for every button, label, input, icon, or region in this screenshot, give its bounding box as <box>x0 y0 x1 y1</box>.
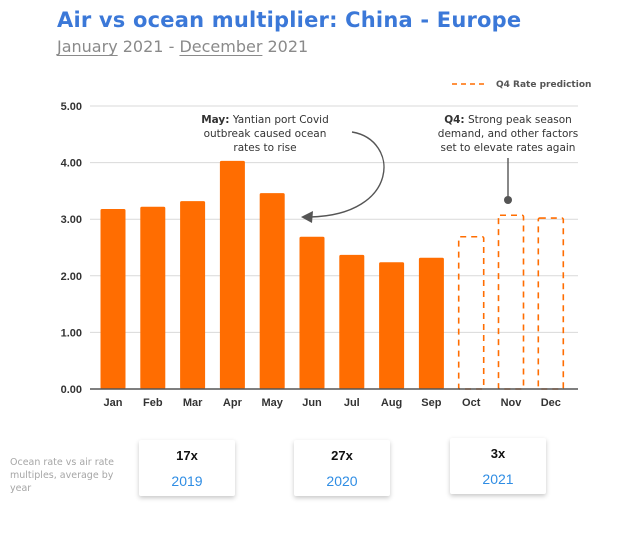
chart-subtitle: January 2021 - December 2021 <box>57 37 308 56</box>
subtitle-separator: - <box>168 37 175 56</box>
bar-jan <box>100 209 126 389</box>
annotation-q4-line3: set to elevate rates again <box>441 142 576 154</box>
y-tick-label: 2.00 <box>61 271 82 283</box>
bar-jul <box>339 254 365 389</box>
subtitle-start-month: January <box>57 37 118 56</box>
summary-card-2021: 3x 2021 <box>450 438 546 494</box>
card-multiple: 27x <box>331 448 353 463</box>
gridlines <box>90 105 578 333</box>
x-tick-label: Feb <box>143 397 163 409</box>
bars <box>100 160 565 390</box>
annotation-may-line1: May: Yantian port Covid <box>201 114 329 126</box>
annotation-may-text1: Yantian port Covid <box>232 114 329 126</box>
x-tick-label: Dec <box>541 397 561 409</box>
annotation-may-line3: rates to rise <box>233 142 296 154</box>
y-tick-label: 3.00 <box>61 214 82 226</box>
card-year: 2019 <box>171 473 203 489</box>
bar-predicted-dec <box>537 217 565 390</box>
summary-card-2020: 27x 2020 <box>294 440 390 496</box>
bar-sep <box>418 257 444 389</box>
x-tick-label: Aug <box>381 397 402 409</box>
x-tick-label: Jun <box>302 397 322 409</box>
subtitle-end-month: December <box>179 37 263 56</box>
card-multiple: 3x <box>490 446 506 461</box>
bar-may <box>259 193 285 389</box>
bar-predicted-oct <box>457 235 485 390</box>
card-year: 2021 <box>482 471 514 487</box>
annotation-q4: Q4: Strong peak season demand, and other… <box>438 114 578 204</box>
summary-note: Ocean rate vs air rate multiples, averag… <box>10 457 114 494</box>
x-tick-label: Jan <box>104 397 123 409</box>
annotation-q4-text1: Strong peak season <box>468 114 572 126</box>
x-tick-label: Nov <box>501 397 523 409</box>
bar-aug <box>379 262 405 389</box>
y-axis-ticks: 0.00 1.00 2.00 3.00 4.00 5.00 <box>61 101 82 396</box>
legend: Q4 Rate prediction <box>452 80 591 90</box>
summary-card-2019: 17x 2019 <box>139 440 235 496</box>
x-tick-label: Mar <box>183 397 203 409</box>
annotation-may: May: Yantian port Covid outbreak caused … <box>201 114 385 223</box>
arrowhead-icon <box>301 211 313 223</box>
card-year: 2020 <box>326 473 358 489</box>
bar-predicted-nov <box>497 214 525 390</box>
bar-jun <box>299 236 325 389</box>
y-tick-label: 0.00 <box>61 384 82 396</box>
annotation-q4-bold: Q4: <box>444 114 464 126</box>
card-multiple: 17x <box>176 448 198 463</box>
annotation-may-line2: outbreak caused ocean <box>204 128 327 140</box>
bar-chart: 0.00 1.00 2.00 3.00 4.00 5.00 Jan Feb Mar Apr May… <box>61 80 592 409</box>
x-tick-label: Apr <box>223 397 243 409</box>
x-tick-label: May <box>261 397 283 409</box>
x-tick-label: Oct <box>462 397 481 409</box>
x-axis-ticks: Jan Feb Mar Apr May Jun Jul Aug Sep Oct Nov Dec <box>104 397 561 409</box>
chart-title: Air vs ocean multiplier: China - Europe <box>57 8 522 32</box>
bar-feb <box>140 206 166 389</box>
x-tick-label: Sep <box>421 397 441 409</box>
subtitle-start-year: 2021 <box>122 37 164 56</box>
y-tick-label: 5.00 <box>61 101 82 113</box>
annotation-q4-dot-icon <box>504 196 512 204</box>
x-tick-label: Jul <box>344 397 360 409</box>
annotation-q4-line1: Q4: Strong peak season <box>444 114 572 126</box>
y-tick-label: 1.00 <box>61 327 82 339</box>
legend-label: Q4 Rate prediction <box>496 80 591 90</box>
annotation-q4-line2: demand, and other factors <box>438 128 578 140</box>
subtitle-end-year: 2021 <box>267 37 309 56</box>
bar-mar <box>180 201 206 389</box>
bar-apr <box>219 160 245 389</box>
annotation-may-bold: May: <box>201 114 229 126</box>
y-tick-label: 4.00 <box>61 158 82 170</box>
annotation-may-arrow <box>309 131 385 218</box>
